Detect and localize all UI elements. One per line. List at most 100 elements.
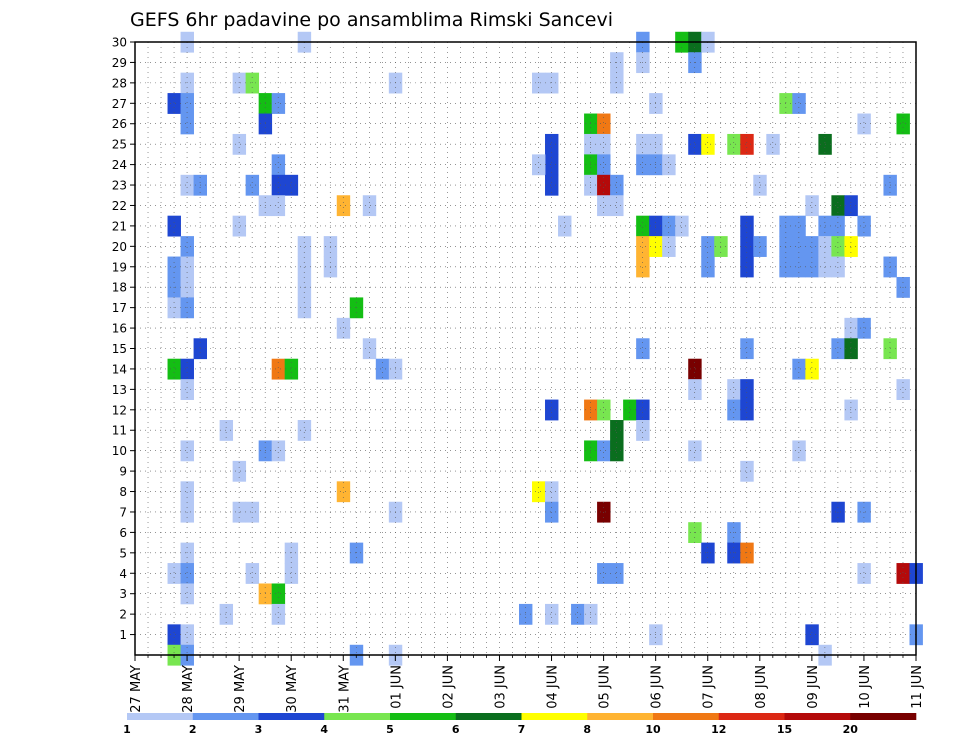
heatmap-cell <box>271 358 286 380</box>
y-tick-label: 13 <box>112 383 127 397</box>
heatmap-cell <box>727 542 741 564</box>
heatmap-cell <box>675 215 689 237</box>
y-tick-label: 12 <box>112 403 127 417</box>
y-tick-label: 28 <box>112 76 127 90</box>
heatmap-cell <box>792 236 806 257</box>
heatmap-cell <box>271 440 286 462</box>
heatmap-cell <box>362 195 377 217</box>
chart-title: GEFS 6hr padavine po ansamblima Rimski S… <box>130 9 613 31</box>
legend-label: 5 <box>386 723 394 736</box>
x-tick-label: 11 JUN <box>910 665 925 709</box>
heatmap-cell <box>636 215 650 237</box>
heatmap-cell <box>597 113 611 135</box>
legend-label: 4 <box>320 723 328 736</box>
x-tick-label: 10 JUN <box>858 665 873 709</box>
heatmap-cell <box>740 338 754 360</box>
x-axis: 27 MAY 28 MAY 29 MAY 30 MAY 31 MAY 01 JUN 02 J… <box>129 655 925 713</box>
heatmap-cell <box>571 603 585 625</box>
y-tick-label: 25 <box>112 138 127 152</box>
heatmap-cell <box>167 93 181 114</box>
heatmap-cell <box>232 460 247 482</box>
heatmap-cell <box>844 236 858 257</box>
heatmap-cell <box>727 399 741 421</box>
heatmap-cell <box>284 563 299 584</box>
heatmap-cell <box>662 154 676 176</box>
heatmap-cell <box>610 195 624 217</box>
heatmap-cell <box>844 399 858 421</box>
heatmap-cell <box>167 215 181 237</box>
heatmap-cell <box>545 603 559 625</box>
heatmap-cell <box>766 133 780 155</box>
y-tick-label: 6 <box>119 526 127 540</box>
heatmap-cell <box>284 358 299 380</box>
heatmap-cell <box>532 72 546 94</box>
heatmap-cell <box>180 72 194 94</box>
legend-label: 20 <box>843 723 859 736</box>
heatmap-cell <box>297 256 312 278</box>
y-tick-label: 4 <box>119 567 127 581</box>
heatmap-cell <box>545 174 559 196</box>
y-tick-label: 15 <box>112 342 127 356</box>
heatmap-cell <box>740 379 754 400</box>
heatmap-cell <box>727 133 741 155</box>
heatmap-cell <box>740 399 754 421</box>
y-tick-label: 18 <box>112 281 127 295</box>
heatmap-cell <box>362 338 377 360</box>
y-tick-label: 5 <box>119 546 127 560</box>
heatmap-cell <box>779 93 793 114</box>
heatmap-cell <box>375 358 390 380</box>
color-legend: 1 2 3 4 5 6 7 8 10 12 15 20 <box>123 713 917 736</box>
heatmap-cell <box>180 563 194 584</box>
legend-label: 2 <box>189 723 197 736</box>
heatmap-cell <box>245 72 260 94</box>
heatmap-cell <box>219 603 234 625</box>
heatmap-cell <box>662 236 676 257</box>
heatmap-cell <box>167 624 181 646</box>
heatmap-cell <box>844 195 858 217</box>
heatmap-cell <box>297 236 312 257</box>
heatmap-cell <box>180 93 194 114</box>
y-tick-label: 9 <box>119 465 127 479</box>
y-tick-label: 10 <box>112 444 127 458</box>
heatmap-cell <box>297 420 312 441</box>
legend-swatch <box>258 713 325 720</box>
heatmap-cell <box>597 133 611 155</box>
x-tick-label: 05 JUN <box>598 665 613 709</box>
heatmap-cell <box>545 154 559 176</box>
heatmap-cell <box>180 236 194 257</box>
heatmap-cell <box>896 379 910 400</box>
legend-label: 3 <box>255 723 263 736</box>
y-tick-label: 7 <box>119 505 127 519</box>
legend-swatch <box>127 713 194 720</box>
heatmap-cell <box>792 215 806 237</box>
heatmap-cell <box>532 481 546 503</box>
y-axis: 1234567891011121314151617181920212223242… <box>112 36 135 642</box>
heatmap-cell <box>545 72 559 94</box>
heatmap-cell <box>271 154 286 176</box>
legend-swatch <box>192 713 259 720</box>
heatmap-cell <box>896 113 910 135</box>
heatmap-cell <box>792 440 806 462</box>
y-tick-label: 27 <box>112 97 127 111</box>
legend-label: 12 <box>711 723 726 736</box>
heatmap-cell <box>831 338 845 360</box>
y-tick-label: 30 <box>112 36 127 50</box>
legend-label: 15 <box>777 723 792 736</box>
heatmap-cell <box>597 154 611 176</box>
y-tick-label: 29 <box>112 56 127 70</box>
heatmap-cell <box>779 256 793 278</box>
y-tick-label: 14 <box>112 362 127 376</box>
heatmap-cell <box>662 215 676 237</box>
heatmap-cell <box>167 256 181 278</box>
heatmap-cell <box>740 542 754 564</box>
legend-label: 1 <box>123 723 131 736</box>
y-tick-label: 21 <box>112 219 127 233</box>
heatmap-cell <box>636 420 650 441</box>
heatmap-cell <box>545 399 559 421</box>
heatmap-cell <box>336 317 351 339</box>
heatmap-cell <box>701 542 715 564</box>
heatmap-cell <box>857 113 871 135</box>
heatmap-cell <box>844 317 858 339</box>
heatmap-cell <box>636 154 650 176</box>
